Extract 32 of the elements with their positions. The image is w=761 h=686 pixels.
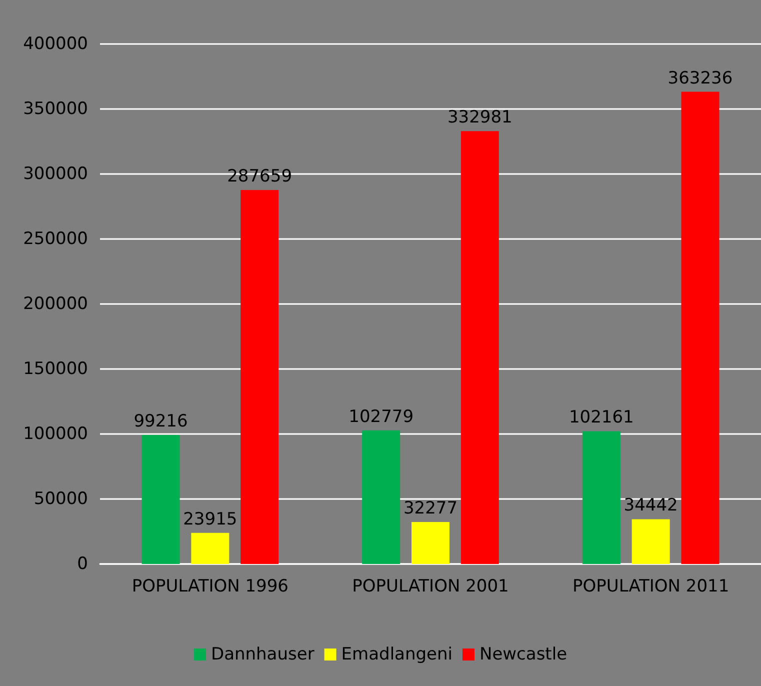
y-tick-label: 350000	[23, 99, 88, 119]
x-tick-label: POPULATION 1996	[132, 576, 289, 596]
x-tick-label: POPULATION 2001	[352, 576, 509, 596]
y-tick-label: 0	[77, 554, 88, 574]
y-tick-label: 150000	[23, 359, 88, 379]
x-tick-label: POPULATION 2011	[572, 576, 730, 596]
y-tick-label: 400000	[23, 34, 88, 54]
y-tick-label: 50000	[34, 489, 88, 509]
y-tick-label: 250000	[23, 229, 88, 249]
bar	[412, 522, 450, 564]
data-label: 102161	[568, 408, 634, 428]
bar	[632, 519, 670, 564]
data-label: 99216	[134, 412, 188, 432]
data-label: 102779	[348, 406, 414, 427]
data-label: 363236	[668, 68, 733, 88]
y-tick-label: 100000	[23, 424, 88, 444]
bar	[582, 431, 620, 564]
data-label: 32277	[403, 498, 458, 519]
bar	[240, 190, 279, 564]
data-label: 23915	[183, 509, 238, 530]
bar	[460, 131, 499, 564]
legend-label: Newcastle	[479, 644, 568, 664]
data-label: 34442	[624, 496, 678, 516]
bar	[142, 435, 180, 564]
bar	[362, 430, 400, 564]
legend-label: Dannhauser	[210, 644, 314, 664]
bar	[681, 92, 720, 564]
y-tick-label: 300000	[23, 164, 88, 184]
legend-label: Emadlangeni	[341, 644, 452, 664]
bar	[191, 532, 230, 564]
data-label: 332981	[447, 108, 512, 128]
y-tick-label: 200000	[23, 294, 88, 314]
